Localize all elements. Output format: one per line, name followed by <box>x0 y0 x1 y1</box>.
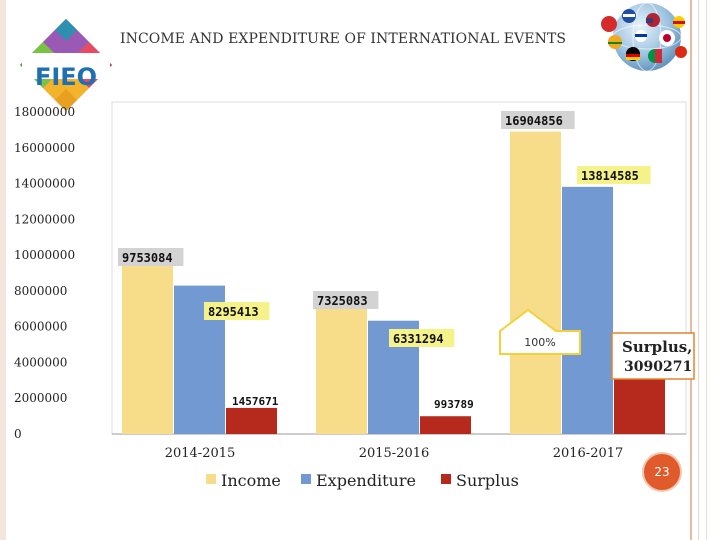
y-tick-label: 0 <box>14 427 22 441</box>
data-label-income-box <box>118 248 184 266</box>
page-number-badge: 23 <box>642 452 682 492</box>
data-label-income: 7325083 <box>317 294 368 308</box>
surplus-note-line1: Surplus, <box>622 338 692 356</box>
x-tick-label: 2014-2015 <box>165 446 236 461</box>
data-label-income-box <box>313 291 379 309</box>
logo-text: FIEO <box>35 63 97 91</box>
y-tick-label: 14000000 <box>14 177 75 191</box>
right-decorative-line <box>690 0 692 540</box>
globe-flags-image <box>601 2 687 72</box>
surplus-note-box <box>611 332 695 380</box>
callout-shape <box>499 308 581 355</box>
bar-surplus-2014-2015 <box>226 407 277 434</box>
legend-swatch-surplus <box>441 474 451 484</box>
legend-label-surplus: Surplus <box>456 471 519 490</box>
x-tick-label: 2016-2017 <box>553 446 624 461</box>
y-tick-label: 2000000 <box>14 391 67 405</box>
fieo-logo: FIEO <box>20 19 112 111</box>
y-tick-label: 6000000 <box>14 320 67 334</box>
bar-income-2014-2015 <box>122 259 173 434</box>
chart-bars <box>122 131 665 434</box>
bar-income-2016-2017 <box>510 131 561 434</box>
data-label-expenditure-box <box>577 166 651 184</box>
callout-label: 100% <box>524 336 555 349</box>
right-decorative-line <box>706 0 707 540</box>
left-decorative-border <box>0 0 6 540</box>
data-label-expenditure: 13814585 <box>581 169 639 183</box>
data-label-income: 16904856 <box>505 114 563 128</box>
y-tick-label: 18000000 <box>14 105 75 119</box>
surplus-note-line2: 3090271 <box>624 359 692 375</box>
data-label-expenditure: 8295413 <box>208 305 259 319</box>
chart-data-labels: 9753084 8295413 1457671 7325083 6331294 99378… <box>118 111 651 411</box>
legend-swatch-expenditure <box>301 474 311 484</box>
y-tick-label: 12000000 <box>14 212 75 226</box>
data-label-expenditure-box <box>204 302 270 320</box>
data-label-expenditure-box <box>389 329 455 347</box>
y-tick-label: 10000000 <box>14 248 75 262</box>
chart-annotations: 100% Surplus, 3090271 <box>499 308 695 380</box>
y-tick-label: 8000000 <box>14 284 67 298</box>
bar-income-2015-2016 <box>316 302 367 434</box>
data-label-income: 9753084 <box>122 251 173 265</box>
chart-legend: Income Expenditure Surplus <box>206 471 519 490</box>
legend-label-income: Income <box>221 471 281 490</box>
slide-title: INCOME AND EXPENDITURE OF INTERNATIONAL … <box>120 31 567 47</box>
data-label-expenditure: 6331294 <box>393 332 444 346</box>
x-tick-label: 2015-2016 <box>359 446 430 461</box>
data-label-income-box <box>501 111 575 129</box>
legend-label-expenditure: Expenditure <box>316 471 416 490</box>
y-tick-label: 16000000 <box>14 141 75 155</box>
y-tick-label: 4000000 <box>14 355 67 369</box>
data-label-surplus: 993789 <box>434 398 474 411</box>
data-label-surplus: 1457671 <box>232 395 279 408</box>
right-decorative-line <box>698 0 699 540</box>
bar-surplus-2016-2017 <box>614 378 665 434</box>
legend-swatch-income <box>206 474 216 484</box>
bar-surplus-2015-2016 <box>420 416 471 434</box>
bar-expenditure-2016-2017 <box>562 186 613 434</box>
